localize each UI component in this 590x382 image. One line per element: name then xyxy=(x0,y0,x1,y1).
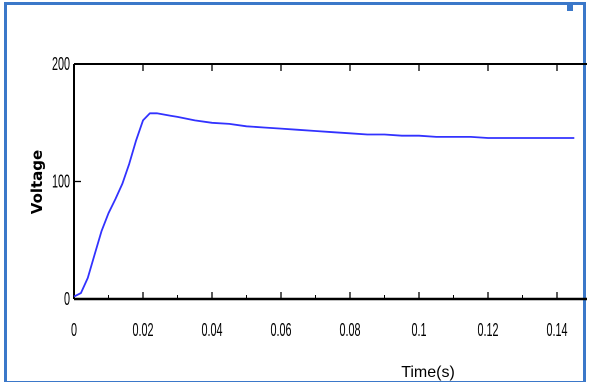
y-axis-title: Voltage xyxy=(28,150,46,214)
x-tick-label: 0.14 xyxy=(546,320,567,341)
x-tick-label: 0.04 xyxy=(201,320,222,341)
series xyxy=(73,112,575,298)
x-tick-label: 0.1 xyxy=(411,320,426,341)
x-tick-label: 0.12 xyxy=(477,320,498,341)
axis-titles: Voltage Time(s) xyxy=(28,150,455,381)
voltage-series-line xyxy=(73,112,575,298)
tick-labels: 0 0.02 0.04 0.06 0.08 0.1 0.12 0.14 0 100 200 xyxy=(52,54,568,341)
x-tick-label: 0 xyxy=(71,320,77,341)
y-tick-label: 100 xyxy=(52,172,70,193)
window-frame xyxy=(4,2,586,382)
ticks xyxy=(73,63,558,300)
x-tick-label: 0.06 xyxy=(270,320,291,341)
frame-corner xyxy=(567,5,573,11)
y-tick-label: 200 xyxy=(52,54,70,75)
x-axis-title: Time(s) xyxy=(401,364,455,381)
x-tick-label: 0.02 xyxy=(132,320,153,341)
axes xyxy=(73,63,587,301)
y-tick-label: 0 xyxy=(64,289,70,310)
x-tick-label: 0.08 xyxy=(339,320,360,341)
